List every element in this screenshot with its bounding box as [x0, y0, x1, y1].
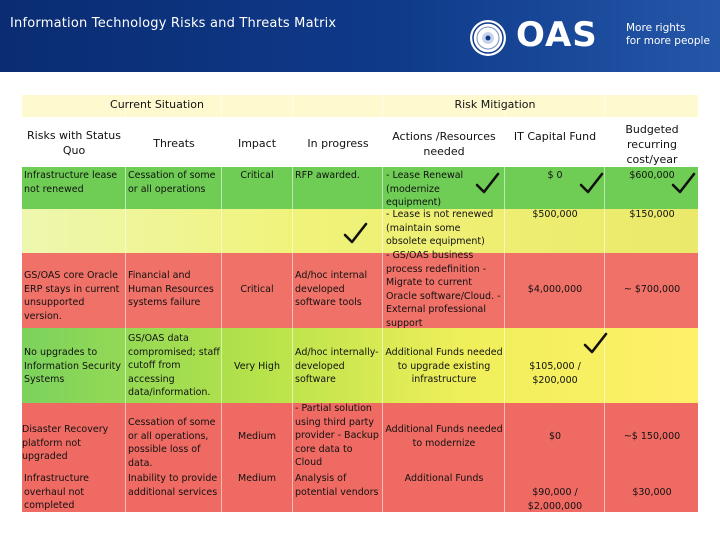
threat-cell: GS/OAS data compromised; staff cutoff fr… [128, 333, 220, 398]
in-progress-cell: Ad/hoc internal developed software tools [295, 270, 368, 308]
in-progress-cell: Ad/hoc internally-developed software [295, 347, 379, 385]
column-divider [221, 95, 222, 512]
title-bar: Information Technology Risks and Threats… [0, 0, 720, 72]
tagline: More rights for more people [626, 22, 710, 48]
column-divider [125, 95, 126, 512]
oas-logo-text: OAS [516, 15, 598, 55]
column-divider [382, 95, 383, 512]
column-divider [504, 95, 505, 512]
checkmark-icon [343, 222, 368, 244]
actions-cell: - GS/OAS business process redefinition -… [386, 250, 501, 329]
capital-cell: $105,000 / $200,000 [529, 361, 581, 386]
row-band-red [22, 253, 698, 328]
actions-cell: Additional Funds needed to modernize [385, 424, 503, 449]
checkmark-icon [671, 172, 696, 194]
risk-matrix: Current Situation Risk Mitigation Risks … [22, 95, 698, 512]
checkmark-icon [579, 172, 604, 194]
threat-cell: Financial and Human Resources systems fa… [128, 270, 214, 308]
page-title: Information Technology Risks and Threats… [10, 16, 337, 31]
risk-cell: Disaster Recovery platform not upgraded [22, 424, 109, 462]
risk-cell: Infrastructure lease not renewed [24, 170, 118, 195]
impact-cell: Critical [240, 284, 274, 295]
capital-cell: $ 0 [547, 170, 563, 181]
budget-cell: $30,000 [632, 487, 672, 498]
threat-cell: Cessation of some or all operations [128, 170, 216, 195]
in-progress-cell: Analysis of potential vendors [295, 473, 379, 498]
column-divider [292, 95, 293, 512]
tagline-line-1: More rights [626, 22, 686, 34]
column-divider [604, 95, 605, 512]
capital-cell: $500,000 [532, 209, 578, 220]
column-header-threats: Threats [153, 137, 195, 150]
capital-cell: $90,000 / $2,000,000 [527, 487, 583, 512]
budget-cell: ~ $700,000 [623, 284, 681, 295]
capital-cell: $4,000,000 [527, 284, 583, 295]
impact-cell: Medium [238, 431, 276, 442]
in-progress-cell: RFP awarded. [295, 170, 360, 181]
actions-cell: Additional Funds [404, 473, 484, 484]
capital-cell: $0 [548, 431, 562, 442]
actions-cell: Additional Funds needed to upgrade exist… [385, 347, 503, 385]
in-progress-cell: - Partial solution using third party pro… [295, 403, 379, 468]
budget-cell: $150,000 [629, 209, 675, 220]
risk-cell: GS/OAS core Oracle ERP stays in current … [24, 270, 120, 322]
actions-cell: - Lease is not renewed (maintain some ob… [386, 209, 494, 247]
row-band-red-bottom [22, 403, 698, 512]
column-header-impact: Impact [237, 137, 277, 150]
column-header-budgeted: Budgeted recurring cost/year [625, 123, 679, 166]
threat-cell: Cessation of some or all operations, pos… [128, 417, 216, 469]
risk-cell: Infrastructure overhaul not completed [24, 473, 90, 511]
impact-cell: Medium [238, 473, 276, 484]
oas-seal-icon [470, 20, 506, 56]
actions-cell: - Lease Renewal (modernize equipment) [386, 170, 464, 208]
row-band-green-yellow [22, 328, 698, 403]
checkmark-icon [583, 332, 608, 354]
budget-cell: ~$ 150,000 [623, 431, 681, 442]
section-risk-mitigation: Risk Mitigation [454, 98, 536, 111]
impact-cell: Critical [240, 170, 274, 181]
budget-cell: $600,000 [629, 170, 675, 181]
checkmark-icon [475, 172, 500, 194]
impact-cell: Very High [234, 361, 280, 372]
risk-cell: No upgrades to Information Security Syst… [24, 347, 122, 385]
section-current-situation: Current Situation [110, 98, 204, 111]
column-header-capital-fund: IT Capital Fund [513, 130, 597, 143]
column-header-in-progress: In progress [307, 137, 369, 150]
threat-cell: Inability to provide additional services [128, 473, 218, 498]
column-header-risks: Risks with Status Quo [27, 129, 121, 157]
column-header-actions: Actions /Resources needed [392, 130, 496, 158]
tagline-line-2: for more people [626, 35, 710, 47]
